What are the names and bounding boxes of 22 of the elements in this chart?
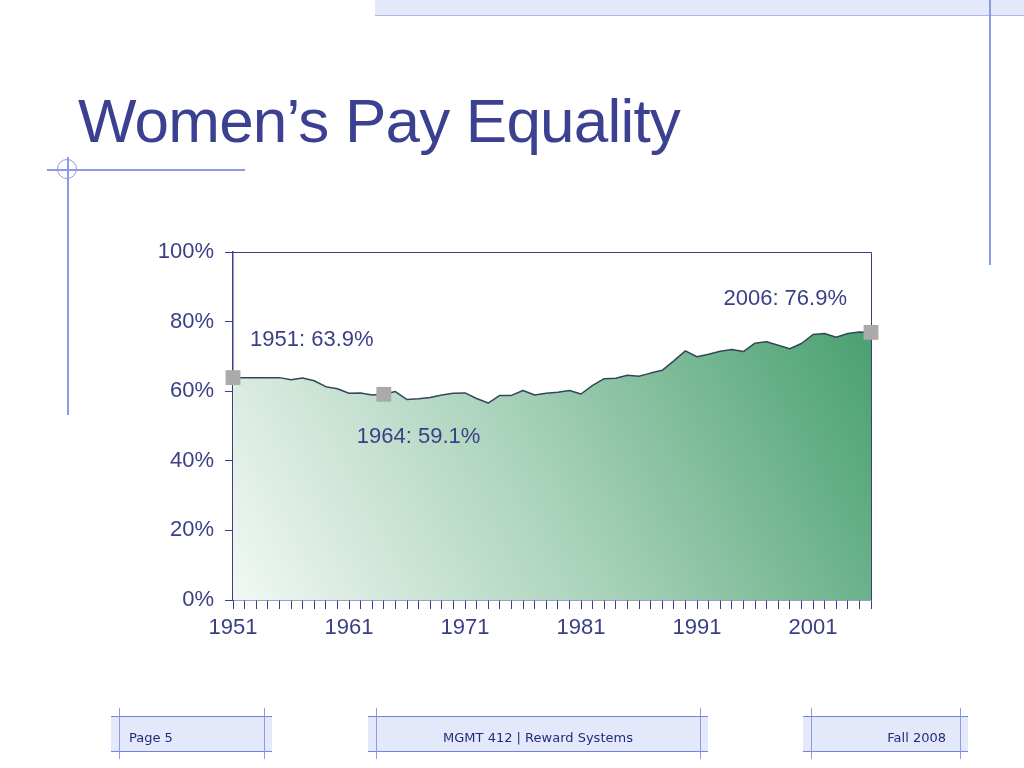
chart-title: Women’s Pay Equality <box>78 86 681 155</box>
x-tick-label: 1971 <box>440 614 490 640</box>
y-tick-label: 40% <box>169 446 214 472</box>
annotation: 1964: 59.1% <box>356 423 481 449</box>
x-tick-label: 1961 <box>324 614 374 640</box>
annotation: 2006: 76.9% <box>723 285 847 311</box>
y-tick-label: 0% <box>182 586 214 612</box>
x-tick-label: 1951 <box>208 614 258 640</box>
y-tick-label: 20% <box>169 516 214 542</box>
point <box>225 370 241 386</box>
x-tick-label: 1991 <box>672 614 722 640</box>
text: Page 5 <box>129 730 173 745</box>
point <box>376 386 392 402</box>
x-tick-label: 2001 <box>788 614 838 640</box>
text: MGMT 412 | Reward Systems <box>443 730 633 745</box>
y-tick-label: 60% <box>169 377 214 403</box>
text: Fall 2008 <box>887 730 946 745</box>
y-tick-label: 100% <box>157 238 214 264</box>
x-tick-label: 1981 <box>556 614 606 640</box>
annotation: 1951: 63.9% <box>250 325 374 351</box>
y-tick-label: 80% <box>169 307 214 333</box>
point <box>863 324 879 340</box>
